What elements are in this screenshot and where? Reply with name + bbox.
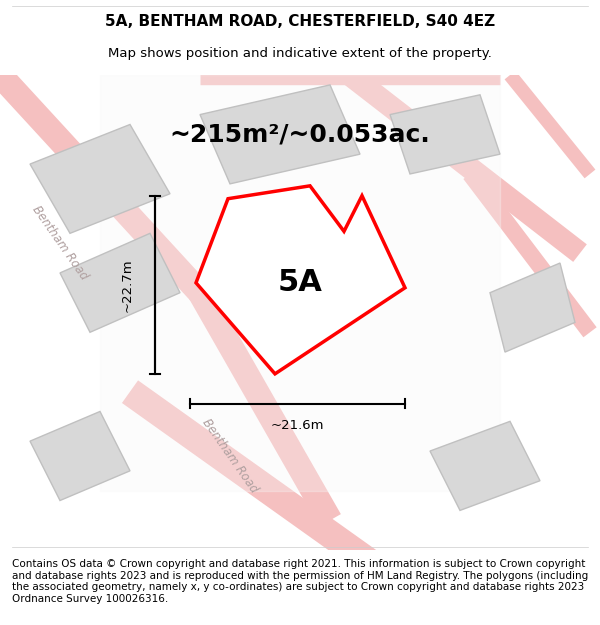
Polygon shape — [390, 95, 500, 174]
Polygon shape — [200, 85, 360, 184]
Polygon shape — [30, 411, 130, 501]
Polygon shape — [100, 75, 500, 491]
Polygon shape — [430, 421, 540, 511]
Text: Map shows position and indicative extent of the property.: Map shows position and indicative extent… — [108, 48, 492, 61]
Text: ~215m²/~0.053ac.: ~215m²/~0.053ac. — [170, 122, 430, 146]
Text: Bentham Road: Bentham Road — [29, 204, 91, 282]
Text: 5A, BENTHAM ROAD, CHESTERFIELD, S40 4EZ: 5A, BENTHAM ROAD, CHESTERFIELD, S40 4EZ — [105, 14, 495, 29]
Text: ~21.6m: ~21.6m — [271, 419, 324, 432]
Polygon shape — [490, 263, 575, 352]
Text: Bentham Road: Bentham Road — [200, 416, 260, 496]
Text: ~22.7m: ~22.7m — [121, 258, 133, 312]
Polygon shape — [60, 233, 180, 332]
Text: 5A: 5A — [278, 268, 322, 298]
Polygon shape — [30, 124, 170, 233]
Text: Contains OS data © Crown copyright and database right 2021. This information is : Contains OS data © Crown copyright and d… — [12, 559, 588, 604]
Polygon shape — [196, 186, 405, 374]
